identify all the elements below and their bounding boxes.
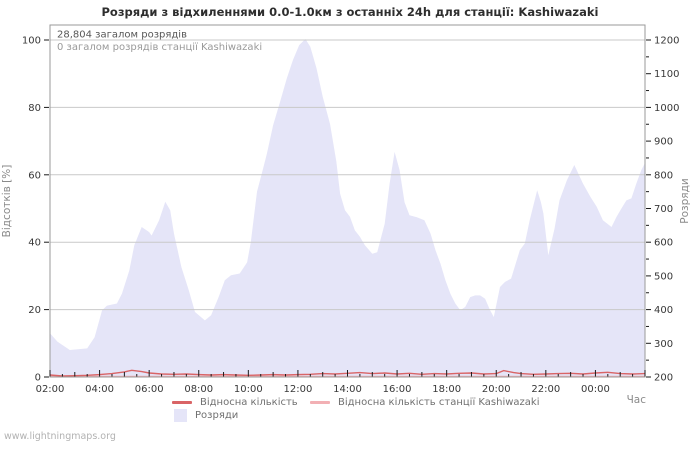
y-left-tick-label: 20 [28, 305, 41, 316]
legend-item-station-count: Відносна кількість станції Kashiwazaki [310, 397, 540, 408]
plot-border [49, 24, 646, 378]
x-tick-label: 06:00 [135, 384, 164, 395]
x-tick-label: 08:00 [184, 384, 213, 395]
x-tick-label: 20:00 [482, 384, 511, 395]
x-axis-label: Час [626, 394, 646, 406]
annotation-total-discharges: 28,804 загалом розрядів [57, 29, 187, 41]
legend-label-discharges: Розряди [195, 410, 239, 421]
chart-title: Розряди з відхиленнями 0.0-1.0км з остан… [101, 5, 599, 19]
y-right-tick-label: 300 [654, 339, 673, 350]
x-tick-label: 16:00 [383, 384, 412, 395]
plot-frame-layer [49, 24, 646, 378]
legend-swatch-relative-line-icon [172, 401, 192, 404]
y-left-tick-label: 40 [28, 238, 41, 249]
x-tick-label: 02:00 [36, 384, 65, 395]
y-left-tick-label: 100 [22, 36, 41, 47]
legend-swatch-discharges-box-icon [174, 409, 187, 422]
area-series-layer [50, 39, 645, 377]
x-tick-label: 12:00 [284, 384, 313, 395]
legend-item-discharges: Розряди [174, 409, 238, 422]
x-tick-label: 00:00 [581, 384, 610, 395]
legend-label-station-count: Відносна кількість станції Kashiwazaki [338, 397, 540, 408]
y-right-tick-label: 600 [654, 238, 673, 249]
y-left-tick-label: 60 [28, 170, 41, 181]
y-right-tick-label: 900 [654, 137, 673, 148]
y-right-tick-label: 800 [654, 170, 673, 181]
y-axis-left-label: Відсотків [%] [1, 164, 13, 238]
y-right-tick-label: 400 [654, 305, 673, 316]
y-left-tick-label: 0 [35, 373, 41, 384]
y-right-tick-label: 1000 [654, 103, 679, 114]
legend-label-relative-count: Відносна кількість [200, 397, 298, 408]
y-right-tick-label: 1200 [654, 36, 679, 47]
y-axis-right-label: Розряди [679, 178, 691, 224]
y-right-tick-label: 200 [654, 373, 673, 384]
gridline-layer [50, 39, 645, 311]
legend-item-relative-count: Відносна кількість [172, 397, 298, 408]
legend-swatch-station-line-icon [310, 401, 330, 404]
x-tick-label: 14:00 [333, 384, 362, 395]
tick-label-layer: 02:00 04:00 06:00 08:00 10:00 12:00 14:00 16:00… [22, 36, 680, 396]
x-tick-label: 04:00 [85, 384, 114, 395]
watermark-link[interactable]: www.lightningmaps.org [4, 431, 116, 442]
tick-layer [44, 39, 651, 378]
x-tick-label: 22:00 [531, 384, 560, 395]
y-right-tick-label: 500 [654, 271, 673, 282]
annotation-station-discharges: 0 загалом розрядів станції Kashiwazaki [57, 41, 262, 53]
area-series-discharges [50, 39, 645, 377]
y-right-tick-label: 700 [654, 204, 673, 215]
y-left-tick-label: 80 [28, 103, 41, 114]
x-tick-label: 10:00 [234, 384, 263, 395]
x-tick-label: 18:00 [432, 384, 461, 395]
y-right-tick-label: 1100 [654, 69, 679, 80]
